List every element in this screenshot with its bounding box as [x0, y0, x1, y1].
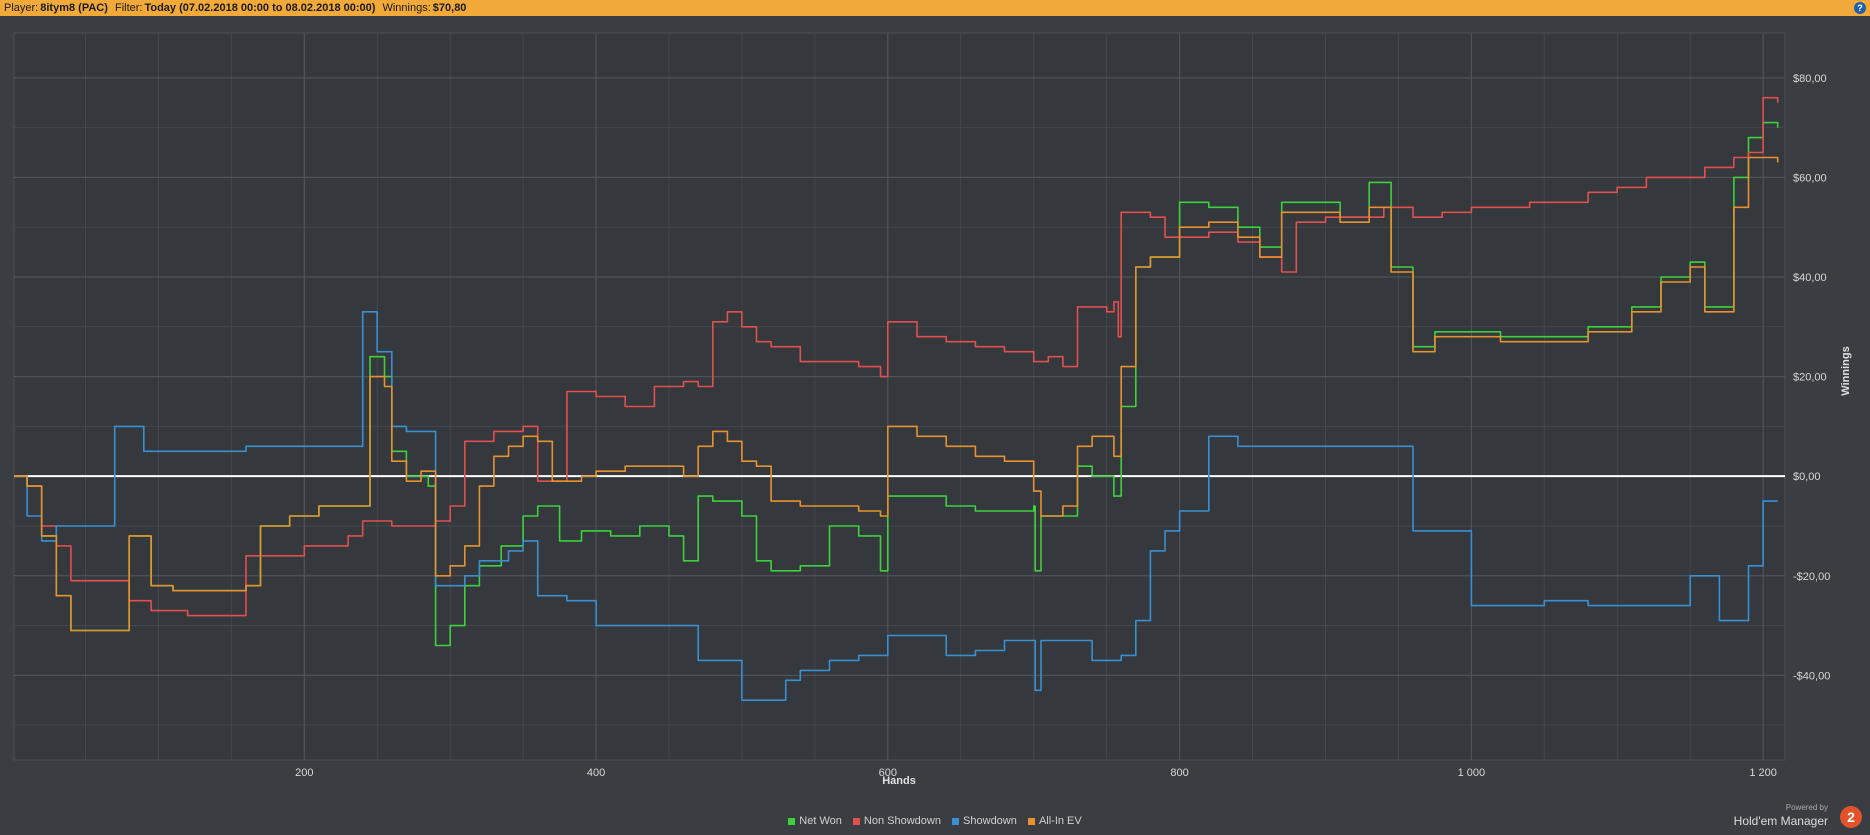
series-line-all-in-ev [14, 156, 1779, 632]
legend-swatch [852, 817, 860, 825]
brand-name: Hold'em Manager [1733, 814, 1828, 828]
legend-swatch [952, 817, 960, 825]
legend-item-non-showdown[interactable]: Non Showdown [852, 815, 941, 827]
x-tick-label: 1 200 [1749, 767, 1777, 779]
grid-lines [14, 33, 1785, 760]
y-tick-label: -$20,00 [1793, 571, 1830, 583]
powered-by-text: Powered by [1785, 803, 1828, 812]
legend-item-net-won[interactable]: Net Won [788, 815, 842, 827]
filter-label: Filter: [114, 2, 143, 14]
x-tick-label: 200 [295, 767, 313, 779]
player-label: Player: [4, 2, 39, 14]
legend-label: Net Won [799, 815, 842, 827]
x-tick-label: 1 000 [1458, 767, 1486, 779]
legend-swatch [1027, 817, 1035, 825]
winnings-value: $70,80 [432, 2, 467, 14]
x-tick-label: 800 [1170, 767, 1188, 779]
series-line-non-showdown [14, 96, 1779, 617]
winnings-label: Winnings: [382, 2, 431, 14]
player-value: 8itym8 (PAC) [40, 2, 108, 14]
x-axis-label: Hands [882, 775, 916, 786]
winnings-chart: 200 400 600 800 1 000 1 200 $80,00 $60,00 $40,00… [13, 32, 1852, 786]
y-tick-label: $20,00 [1793, 372, 1827, 384]
y-axis-label: Winnings [1840, 346, 1852, 395]
brand-badge: Powered by Hold'em Manager 2 [1724, 801, 1864, 831]
legend-swatch [788, 817, 796, 825]
plot-area [13, 32, 1786, 761]
legend-item-showdown[interactable]: Showdown [952, 815, 1017, 827]
x-tick-label: 400 [587, 767, 605, 779]
chart-legend: Net Won Non Showdown Showdown All-In EV [0, 815, 1870, 827]
legend-item-all-in-ev[interactable]: All-In EV [1027, 815, 1082, 827]
legend-label: All-In EV [1038, 815, 1082, 827]
y-tick-label: $40,00 [1793, 272, 1827, 284]
tick-labels: 200 400 600 800 1 000 1 200 $80,00 $60,00 $40,00… [295, 73, 1830, 779]
y-tick-label: $60,00 [1793, 172, 1827, 184]
legend-label: Showdown [963, 815, 1017, 827]
question-icon[interactable]: ? [1854, 2, 1866, 14]
filter-info-bar: Player: 8itym8 (PAC) Filter: Today (07.02.… [0, 0, 1870, 16]
y-tick-label: $80,00 [1793, 73, 1827, 85]
y-tick-label: -$40,00 [1793, 670, 1830, 682]
y-tick-label: $0,00 [1793, 471, 1821, 483]
filter-value[interactable]: Today (07.02.2018 00:00 to 08.02.2018 00… [144, 2, 376, 14]
legend-label: Non Showdown [863, 815, 941, 827]
series-line-showdown [14, 311, 1778, 701]
x-tick-label: 600 [879, 767, 897, 779]
holdem-manager-logo-icon: 2 [1840, 806, 1862, 828]
series-lines [14, 96, 1779, 701]
